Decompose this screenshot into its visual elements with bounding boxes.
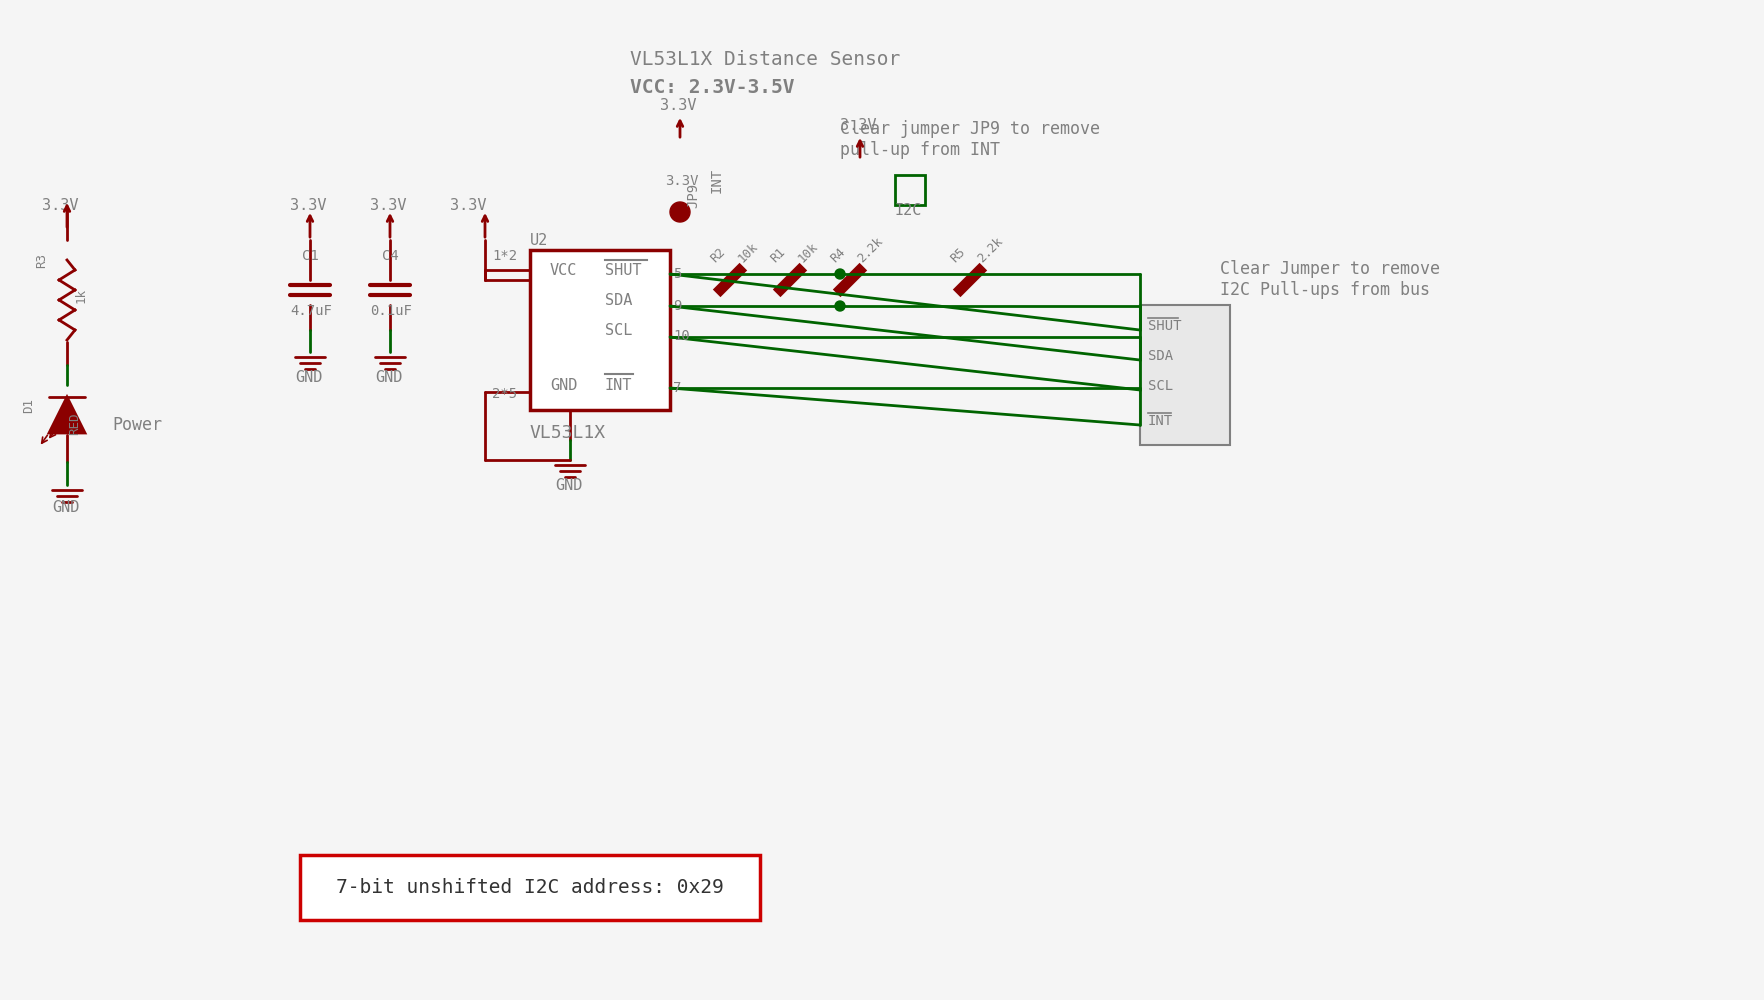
Text: 3.3V: 3.3V: [660, 98, 697, 113]
Text: GND: GND: [550, 378, 577, 393]
Text: INT: INT: [605, 378, 632, 393]
Bar: [714, 265, 744, 295]
Text: 5: 5: [674, 267, 681, 281]
Text: 3.3V: 3.3V: [450, 198, 487, 213]
Text: GND: GND: [556, 478, 582, 493]
Text: INT: INT: [709, 168, 723, 193]
Text: 3.3V: 3.3V: [370, 198, 406, 213]
Text: VL53L1X: VL53L1X: [529, 424, 607, 442]
Text: SCL: SCL: [1148, 379, 1173, 393]
Text: GND: GND: [51, 500, 79, 515]
Bar: [774, 265, 804, 295]
Text: 1*2: 1*2: [492, 249, 517, 263]
Text: C4: C4: [383, 249, 399, 263]
Circle shape: [670, 202, 690, 222]
Text: Clear Jumper to remove
I2C Pull-ups from bus: Clear Jumper to remove I2C Pull-ups from…: [1221, 260, 1439, 299]
Text: SHUT: SHUT: [1148, 319, 1182, 333]
Text: INT: INT: [1148, 414, 1173, 428]
Text: R4: R4: [827, 245, 848, 265]
Text: JP9: JP9: [686, 183, 700, 208]
Polygon shape: [49, 397, 85, 433]
Text: Clear jumper JP9 to remove
pull-up from INT: Clear jumper JP9 to remove pull-up from …: [840, 120, 1101, 159]
Bar: [300, 855, 760, 920]
Text: SHUT: SHUT: [605, 263, 642, 278]
Text: GND: GND: [376, 370, 402, 385]
Text: 3.3V: 3.3V: [840, 118, 877, 133]
Text: GND: GND: [295, 370, 323, 385]
Text: VCC: VCC: [550, 263, 577, 278]
Circle shape: [834, 301, 845, 311]
Text: SDA: SDA: [605, 293, 632, 308]
Text: VL53L1X Distance Sensor: VL53L1X Distance Sensor: [630, 50, 900, 69]
Bar: [834, 265, 864, 295]
Text: 7: 7: [674, 381, 681, 395]
Text: 2*5: 2*5: [492, 387, 517, 401]
Text: 3.3V: 3.3V: [42, 198, 79, 213]
Text: 10k: 10k: [736, 240, 760, 265]
Text: C1: C1: [302, 249, 319, 263]
Text: RED: RED: [69, 412, 81, 435]
Text: 2.2k: 2.2k: [975, 235, 1005, 265]
Text: 3.3V: 3.3V: [289, 198, 326, 213]
Text: R5: R5: [947, 245, 968, 265]
Text: 1k: 1k: [74, 288, 88, 303]
Text: R2: R2: [707, 245, 729, 265]
Text: SCL: SCL: [605, 323, 632, 338]
Text: U2: U2: [529, 233, 549, 248]
Text: VCC: 2.3V-3.5V: VCC: 2.3V-3.5V: [630, 78, 794, 97]
Circle shape: [834, 269, 845, 279]
Bar: [954, 265, 986, 295]
Text: 0.1uF: 0.1uF: [370, 304, 411, 318]
Text: 4.7uF: 4.7uF: [289, 304, 332, 318]
Text: R3: R3: [35, 253, 48, 268]
Text: R1: R1: [767, 245, 789, 265]
Text: 7-bit unshifted I2C address: 0x29: 7-bit unshifted I2C address: 0x29: [337, 878, 723, 897]
Text: 10k: 10k: [796, 240, 820, 265]
Text: 2.2k: 2.2k: [856, 235, 886, 265]
Bar: [529, 250, 670, 410]
Text: SDA: SDA: [1148, 349, 1173, 363]
Text: 9: 9: [674, 299, 681, 313]
Text: 10: 10: [674, 329, 690, 343]
Text: Power: Power: [111, 416, 162, 434]
Text: D1: D1: [23, 398, 35, 413]
Text: I2C: I2C: [894, 203, 923, 218]
FancyBboxPatch shape: [1140, 305, 1230, 445]
Bar: [894, 175, 924, 205]
Text: 3.3V: 3.3V: [665, 174, 699, 188]
